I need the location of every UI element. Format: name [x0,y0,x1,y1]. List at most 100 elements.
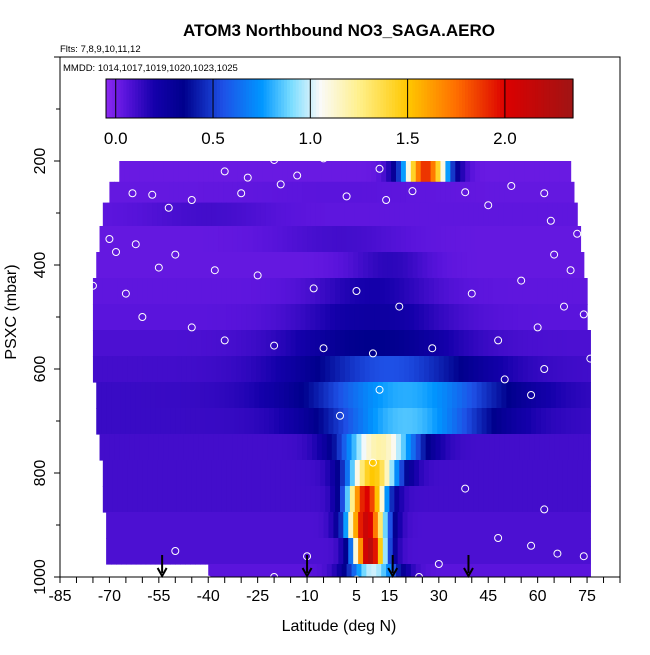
flight-markers [156,555,474,579]
sample-point [579,552,588,561]
colorbar-segment [467,79,472,118]
heatmap-cell [257,434,264,461]
heatmap-cells [92,161,591,577]
colorbar-segment [278,79,282,118]
heatmap-cell [532,304,539,331]
colorbar-segment [132,79,136,118]
sample-point [434,560,443,568]
chart-title: ATOM3 Northbound NO3_SAGA.AERO [183,21,495,40]
heatmap-cell [165,512,171,539]
heatmap-cell [292,161,298,183]
heatmap-cell [168,161,175,183]
heatmap-cell [475,181,481,204]
x-tick-label: 15 [381,588,399,605]
heatmap-cell [506,538,512,565]
heatmap-cell [326,161,333,183]
heatmap-cell [157,460,163,487]
heatmap-cell [117,304,124,331]
heatmap-cell [567,486,573,513]
heatmap-cell [140,538,147,565]
colorbar-segment [470,79,475,118]
heatmap-cell [125,538,132,565]
heatmap-cell [99,226,106,253]
colorbar-segment [298,79,303,118]
heatmap-cell [284,408,290,435]
heatmap-cell [305,460,311,487]
heatmap-cell [511,252,517,279]
heatmap-cell [580,382,587,409]
heatmap-cell [236,304,242,331]
heatmap-cell [453,278,460,305]
heatmap-cell [351,226,358,253]
heatmap-cell [193,181,199,204]
heatmap-cell [387,252,394,279]
heatmap-cell [377,252,384,279]
heatmap-cell [448,202,455,227]
heatmap-cell [251,486,257,513]
sample-point [352,287,361,295]
heatmap-cell [491,512,498,539]
heatmap-cell [231,202,237,227]
heatmap-cell [527,356,534,383]
colorbar-segment [170,79,174,118]
heatmap-cell [486,252,493,279]
heatmap-cell [124,226,130,253]
heatmap-cell [438,202,445,227]
colorbar-segment [301,79,306,118]
heatmap-cell [483,460,489,487]
heatmap-cell [260,486,267,513]
heatmap-cell [267,181,274,204]
heatmap-cell [506,512,512,539]
heatmap-cell [349,460,356,487]
heatmap-cell [364,460,371,487]
heatmap-cell [517,278,524,305]
heatmap-cell [517,304,524,331]
heatmap-cell [400,564,407,577]
heatmap-cell [99,434,106,461]
sample-point [276,180,285,189]
heatmap-cell [213,181,219,204]
heatmap-cell [356,564,363,577]
heatmap-cell [503,460,509,487]
heatmap-cell [249,382,255,409]
heatmap-cell [176,460,183,487]
heatmap-cell [305,486,311,513]
heatmap-cell [387,538,394,565]
heatmap-cell [470,564,476,577]
heatmap-cell [158,161,165,183]
colorbar-segment [181,79,186,118]
heatmap-cell [542,330,549,357]
heatmap-cell [463,330,470,357]
heatmap-cell [344,278,351,305]
heatmap-cell [117,486,124,513]
heatmap-cell [186,486,193,513]
heatmap-cell [328,512,335,539]
heatmap-cell [340,330,346,357]
heatmap-cell [509,564,516,577]
heatmap-cell [247,226,254,253]
heatmap-cell [236,460,242,487]
heatmap-cell [167,356,173,383]
heatmap-cell [272,434,279,461]
heatmap-cell [349,356,356,383]
heatmap-cell [414,330,420,357]
heatmap-cell [424,330,430,357]
heatmap-cell [397,382,404,409]
sample-point [131,240,140,249]
sample-point [138,313,147,321]
heatmap-cell [129,226,135,253]
heatmap-cell [228,181,234,204]
heatmap-cell [274,538,280,565]
heatmap-cell [555,512,562,539]
heatmap-cell [447,252,453,279]
heatmap-cell [443,202,450,227]
heatmap-cell [438,486,445,513]
heatmap-cell [448,460,455,487]
colorbar-segment [275,79,279,118]
heatmap-cell [549,161,555,183]
heatmap-cell [315,202,321,227]
heatmap-cell [152,304,158,331]
heatmap-cell [186,460,193,487]
heatmap-cell [183,161,190,183]
heatmap-cell [92,304,99,331]
